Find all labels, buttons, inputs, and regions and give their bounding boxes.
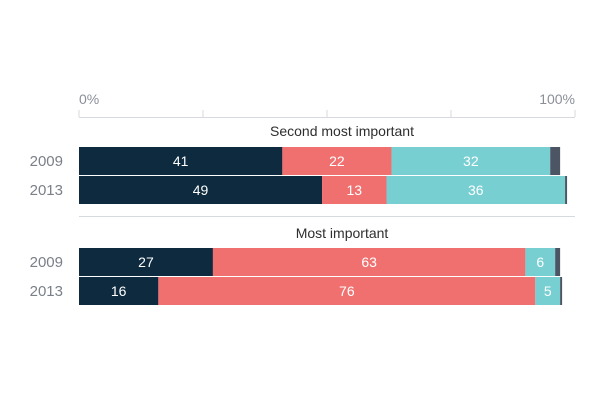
row-label-2013: 2013 — [30, 182, 63, 199]
data-label: 49 — [193, 182, 209, 198]
bar-segment — [535, 277, 561, 305]
data-label: 5 — [544, 283, 552, 299]
row-label-2009: 2009 — [30, 153, 63, 170]
data-label: 6 — [536, 254, 544, 270]
row-label-2013: 2013 — [30, 283, 63, 300]
data-label: 63 — [361, 254, 377, 270]
x-tick-label-0: 0% — [79, 91, 99, 107]
data-label: 16 — [111, 283, 127, 299]
bar-segment — [79, 248, 213, 276]
bar-segment — [322, 176, 387, 204]
bar-segment — [212, 248, 526, 276]
bar-segment — [550, 147, 561, 175]
bar-segment — [525, 248, 556, 276]
x-tick-label-100: 100% — [539, 91, 575, 107]
bar-segment — [158, 277, 536, 305]
bar-segment — [79, 176, 323, 204]
data-label: 27 — [138, 254, 154, 270]
data-label: 22 — [329, 153, 345, 169]
bar-segment — [391, 147, 551, 175]
data-label: 41 — [173, 153, 189, 169]
group-title: Most important — [296, 225, 389, 241]
data-label: 32 — [463, 153, 479, 169]
data-label: 76 — [339, 283, 355, 299]
bar-segment — [565, 176, 568, 204]
bar-segment — [79, 147, 283, 175]
bar-segment — [79, 277, 159, 305]
bar-segment — [386, 176, 566, 204]
data-label: 36 — [468, 182, 484, 198]
bar-segment — [555, 248, 561, 276]
bar-segment — [282, 147, 392, 175]
group-title: Second most important — [270, 123, 414, 139]
bar-segment — [560, 277, 563, 305]
row-label-2009: 2009 — [30, 254, 63, 271]
data-label: 13 — [346, 182, 362, 198]
